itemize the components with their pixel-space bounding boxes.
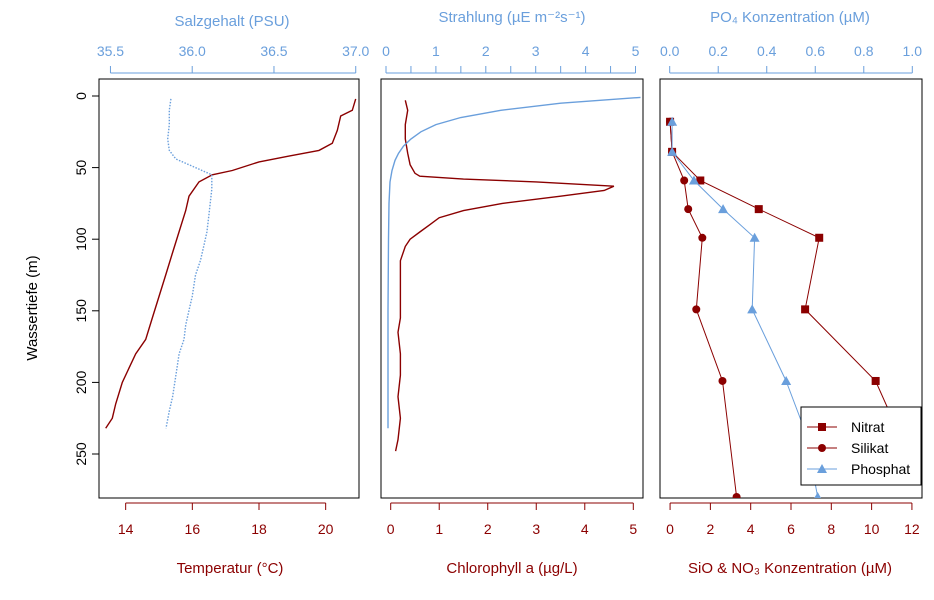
top-axis-title: Strahlung (µE m⁻²s⁻¹) xyxy=(438,9,585,26)
series-line xyxy=(165,98,213,429)
top-tick-label: 36.5 xyxy=(260,43,287,59)
marker-triangle xyxy=(667,146,678,156)
marker-square xyxy=(871,376,880,385)
top-tick-label: 37.0 xyxy=(342,43,369,59)
legend-label: Nitrat xyxy=(851,419,885,435)
legend-label: Phosphat xyxy=(851,461,910,477)
bottom-tick-label: 2 xyxy=(706,521,714,537)
series-bottom-red xyxy=(394,100,615,452)
series-phosphat xyxy=(667,116,822,498)
bottom-axis-title: SiO & NO₃ Konzentration (µM) xyxy=(688,560,892,577)
y-tick-label: 200 xyxy=(73,371,89,395)
top-tick-label: 0.0 xyxy=(660,43,680,59)
marker-triangle xyxy=(718,204,729,214)
series-silikat xyxy=(666,117,741,498)
series-line xyxy=(387,96,641,429)
bottom-tick-label: 20 xyxy=(318,521,334,537)
marker-triangle xyxy=(749,232,760,242)
series-top-blue xyxy=(387,96,641,429)
legend-marker-triangle xyxy=(817,464,827,473)
top-tick-label: 0.4 xyxy=(757,43,777,59)
series-line xyxy=(669,121,738,498)
marker-square xyxy=(696,176,705,185)
top-axis-title: Salzgehalt (PSU) xyxy=(174,13,289,30)
bottom-tick-label: 5 xyxy=(629,521,637,537)
bottom-tick-label: 4 xyxy=(747,521,755,537)
top-tick-label: 5 xyxy=(632,43,640,59)
y-tick-label: 250 xyxy=(73,442,89,466)
marker-triangle xyxy=(667,116,678,126)
marker-triangle xyxy=(781,375,792,385)
marker-circle xyxy=(732,492,741,498)
y-tick-label: 150 xyxy=(73,299,89,323)
series-nitrat xyxy=(666,117,906,444)
plot-frame xyxy=(380,78,644,499)
top-axis-title: PO₄ Konzentration (µM) xyxy=(710,9,870,26)
marker-triangle xyxy=(814,491,822,498)
top-tick-label: 4 xyxy=(582,43,590,59)
top-tick-label: 3 xyxy=(532,43,540,59)
plot-frame xyxy=(98,78,360,499)
bottom-tick-label: 3 xyxy=(532,521,540,537)
top-tick-label: 0 xyxy=(382,43,390,59)
legend-marker-square xyxy=(818,423,826,431)
top-tick-label: 0.6 xyxy=(806,43,826,59)
bottom-tick-label: 1 xyxy=(435,521,443,537)
marker-square xyxy=(815,233,824,242)
y-tick-label: 100 xyxy=(73,227,89,251)
legend-label: Silikat xyxy=(851,440,888,456)
series-top-blue xyxy=(165,98,213,429)
y-axis-title: Wassertiefe (m) xyxy=(24,255,41,360)
bottom-tick-label: 16 xyxy=(185,521,201,537)
bottom-tick-label: 0 xyxy=(387,521,395,537)
bottom-tick-label: 10 xyxy=(864,521,880,537)
series-line xyxy=(669,121,903,440)
top-tick-label: 1.0 xyxy=(903,43,923,59)
marker-circle xyxy=(718,376,727,385)
top-tick-label: 2 xyxy=(482,43,490,59)
marker-triangle xyxy=(688,175,699,185)
legend-marker-circle xyxy=(818,444,826,452)
panel-chlorophyll-radiation: Strahlung (µE m⁻²s⁻¹) Chlorophyll a (µg/… xyxy=(380,9,644,577)
bottom-tick-label: 4 xyxy=(581,521,589,537)
bottom-axis-title: Temperatur (°C) xyxy=(177,560,284,577)
top-tick-label: 1 xyxy=(432,43,440,59)
y-tick-label: 50 xyxy=(73,160,89,176)
legend: Nitrat Silikat Phosphat xyxy=(800,406,922,486)
bottom-tick-label: 2 xyxy=(484,521,492,537)
bottom-tick-label: 18 xyxy=(251,521,267,537)
marker-circle xyxy=(698,233,707,242)
marker-circle xyxy=(680,176,689,185)
marker-square xyxy=(754,205,763,214)
panel-nutrients: PO₄ Konzentration (µM) SiO & NO₃ Konzent… xyxy=(659,9,923,577)
bottom-tick-label: 8 xyxy=(827,521,835,537)
plot-frame xyxy=(659,78,923,499)
top-tick-label: 35.5 xyxy=(97,43,124,59)
series-bottom-red xyxy=(105,98,357,429)
top-tick-label: 36.0 xyxy=(179,43,206,59)
bottom-tick-label: 14 xyxy=(118,521,134,537)
panel-temperature-salinity: Wassertiefe (m) Salzgehalt (PSU) Tempera… xyxy=(24,13,370,577)
marker-square xyxy=(801,305,810,314)
bottom-tick-label: 0 xyxy=(666,521,674,537)
bottom-axis-title: Chlorophyll a (µg/L) xyxy=(446,560,577,577)
bottom-tick-label: 6 xyxy=(787,521,795,537)
series-line xyxy=(394,100,615,452)
marker-circle xyxy=(684,205,693,214)
marker-triangle xyxy=(747,304,758,314)
bottom-tick-label: 12 xyxy=(904,521,920,537)
top-tick-label: 0.8 xyxy=(854,43,874,59)
y-tick-label: 0 xyxy=(73,92,89,100)
series-line xyxy=(105,98,357,429)
top-tick-label: 0.2 xyxy=(708,43,728,59)
marker-circle xyxy=(692,305,701,314)
